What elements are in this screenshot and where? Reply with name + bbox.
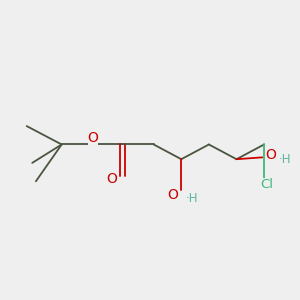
Text: O: O xyxy=(168,188,178,202)
Text: O: O xyxy=(88,131,98,145)
Text: Cl: Cl xyxy=(260,178,274,191)
Text: ·H: ·H xyxy=(185,192,198,205)
Text: O: O xyxy=(107,172,118,186)
Text: ·H: ·H xyxy=(279,153,291,166)
Text: O: O xyxy=(265,148,276,162)
